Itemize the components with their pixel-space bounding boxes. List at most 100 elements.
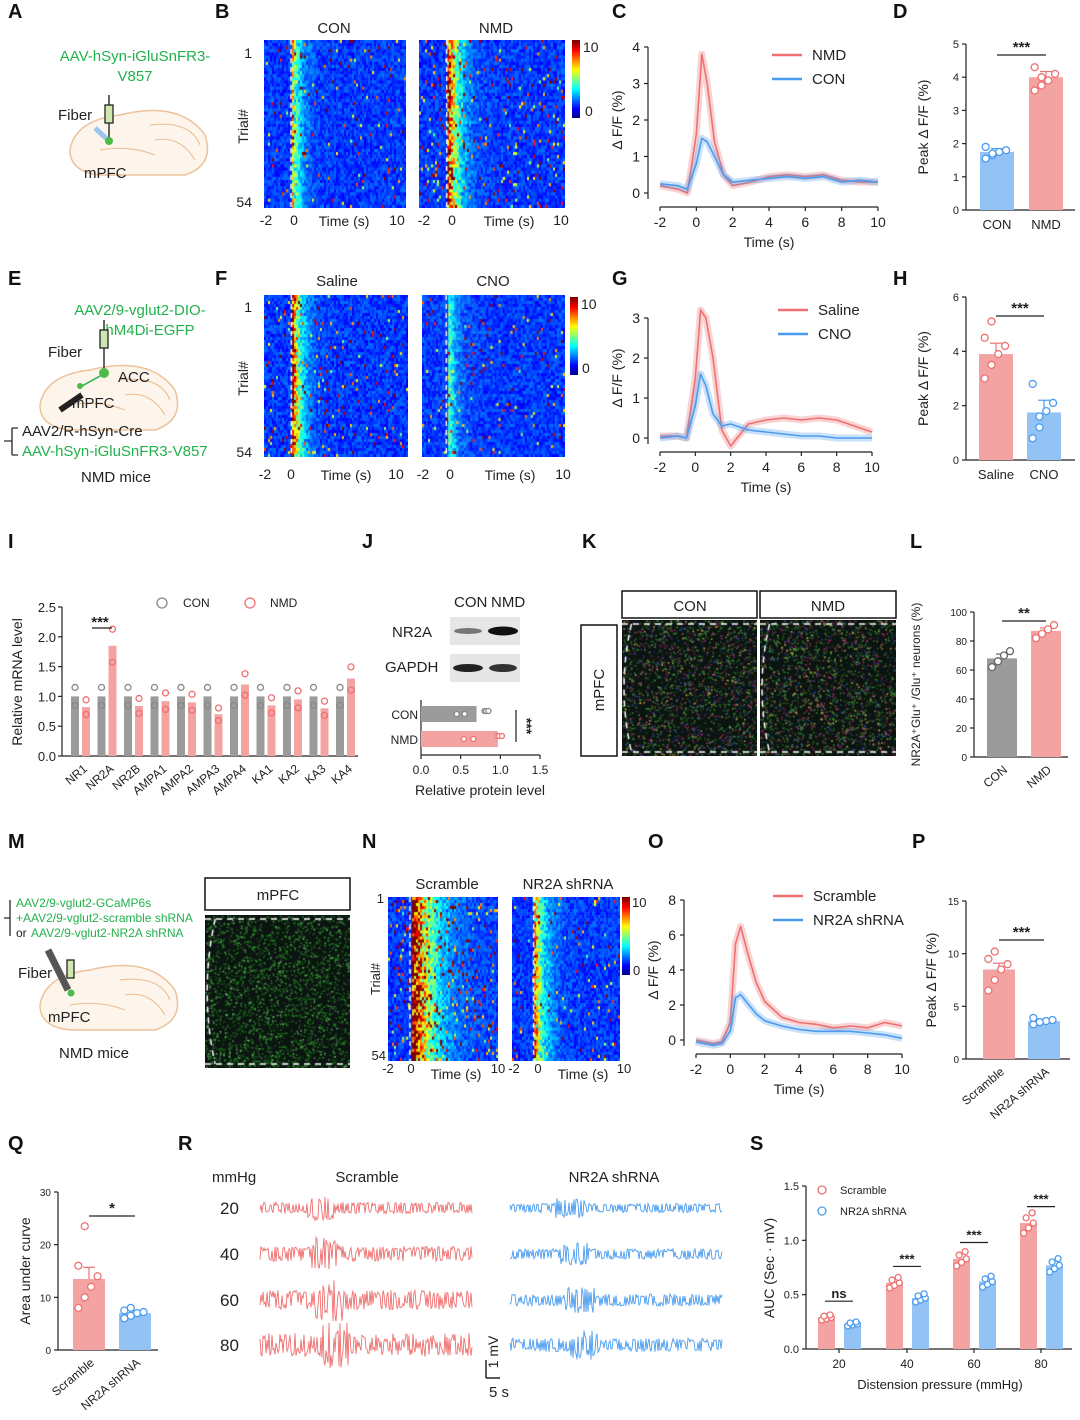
xtick-label: 4 — [762, 459, 770, 475]
bar-ampa4-nmd — [241, 684, 249, 756]
bar-ampa1-nmd — [161, 701, 170, 756]
xaxis-label: Time (s) — [485, 467, 536, 483]
bar-ampa3-nmd — [214, 714, 223, 756]
ytick-label: 80 — [956, 637, 968, 648]
heatmap-nmd — [419, 40, 565, 208]
xtick-label: 0.0 — [413, 763, 430, 777]
data-point — [267, 709, 276, 717]
yaxis-label: Trial# — [235, 361, 251, 396]
image-header — [204, 877, 351, 911]
data-point — [294, 704, 302, 712]
data-point — [1028, 379, 1037, 389]
data-point — [1035, 423, 1044, 432]
data-point — [460, 735, 467, 743]
legend-marker — [156, 597, 168, 609]
unit-label: mmHg — [212, 1169, 256, 1186]
xtick-label: NMD — [1024, 762, 1054, 791]
xaxis-label: Time (s) — [484, 213, 535, 229]
ytick-label: 6 — [953, 292, 959, 304]
panel-label-o: O — [648, 831, 664, 853]
emg-trace-scramble-60 — [259, 1280, 473, 1322]
data-point — [1042, 406, 1051, 416]
ytick-label: 1 — [377, 891, 384, 906]
bar-ampa2-con — [177, 696, 185, 756]
significance-marker: *** — [1013, 39, 1031, 56]
image-header-label: mPFC — [257, 887, 300, 904]
blot-row-label: GAPDH — [385, 659, 438, 676]
data-point — [309, 683, 318, 692]
colorbar — [570, 297, 578, 375]
legend-label: NMD — [812, 47, 846, 64]
xtick-label: -2 — [418, 212, 431, 228]
band-nmd-nr2a — [488, 626, 518, 636]
data-point — [241, 670, 249, 678]
data-point — [980, 374, 989, 383]
xtick-label: NR2A — [83, 762, 117, 793]
bar-ampa3-con — [203, 696, 212, 756]
panel-label-i: I — [8, 531, 14, 553]
ytick-label: 1.5 — [784, 1181, 799, 1193]
ytick-label: 60 — [956, 666, 968, 677]
data-point — [347, 686, 355, 694]
ytick-label: 40 — [956, 695, 968, 706]
ytick-label: 1 — [244, 45, 252, 61]
data-point — [1001, 146, 1011, 155]
ytick-label: 2.5 — [38, 600, 56, 615]
emg-trace-nr2a-shrna-60 — [509, 1287, 723, 1314]
xtick-label: 10 — [491, 1061, 505, 1076]
xtick-label: 6 — [829, 1061, 837, 1077]
data-point — [987, 1272, 995, 1280]
data-point — [1048, 398, 1058, 408]
ytick-label: 0.0 — [784, 1344, 799, 1356]
colorbar-max: 10 — [583, 39, 599, 55]
xtick-label: NMD — [1031, 217, 1061, 232]
emg-trace-scramble-80 — [259, 1322, 473, 1369]
heatmap-scramble — [388, 897, 498, 1061]
data-point — [1046, 1268, 1054, 1276]
data-point — [188, 690, 196, 698]
legend-marker — [244, 597, 256, 609]
ytick-label: 8 — [668, 892, 676, 908]
colorbar-max: 10 — [632, 895, 646, 910]
column-label: CON — [673, 598, 706, 615]
bar-nr2a-nmd — [108, 645, 117, 756]
panel-label-j: J — [362, 531, 373, 553]
significance-marker: *** — [966, 1228, 982, 1243]
yaxis-label: AUC (Sec · mV) — [761, 1218, 777, 1318]
significance-marker: *** — [899, 1251, 915, 1266]
panel-label-k: K — [582, 531, 597, 553]
data-point — [320, 711, 329, 720]
xtick-label: 0 — [691, 459, 699, 475]
mpfc-site-icon — [105, 137, 113, 145]
xtick-label: 6 — [797, 459, 805, 475]
scale-voltage-label: 1 mV — [485, 1335, 501, 1368]
ytick-label: 0 — [632, 430, 640, 446]
data-point — [470, 735, 477, 743]
xtick-label: 0 — [692, 214, 700, 230]
yaxis-label: Trial# — [235, 109, 251, 144]
legend-label: CNO — [818, 326, 851, 343]
data-point — [920, 1290, 928, 1298]
data-point — [108, 625, 117, 633]
heatmap-title: CON — [317, 20, 350, 37]
ytick-label: 4 — [953, 72, 959, 84]
xtick-label: 0 — [290, 212, 298, 228]
xtick-label: 20 — [832, 1357, 846, 1371]
panel-label-c: C — [612, 1, 626, 23]
xtick-label: 6 — [801, 214, 809, 230]
data-point — [1048, 1015, 1057, 1025]
ytick-label: 100 — [950, 608, 967, 619]
row-label: mPFC — [591, 669, 608, 712]
panel-label-q: Q — [8, 1133, 24, 1155]
pressure-label: 40 — [220, 1245, 239, 1264]
data-point — [139, 1307, 148, 1317]
ytick-label: 4 — [953, 346, 959, 358]
data-point — [987, 317, 996, 326]
data-point — [135, 709, 143, 718]
ytick-label: 0.5 — [38, 719, 56, 734]
data-point — [826, 1311, 834, 1319]
bar-80-nr2a-shrna — [1046, 1265, 1063, 1349]
xtick-label: CON — [980, 763, 1009, 791]
data-point — [981, 154, 990, 163]
brain-schematic-e — [39, 364, 179, 431]
